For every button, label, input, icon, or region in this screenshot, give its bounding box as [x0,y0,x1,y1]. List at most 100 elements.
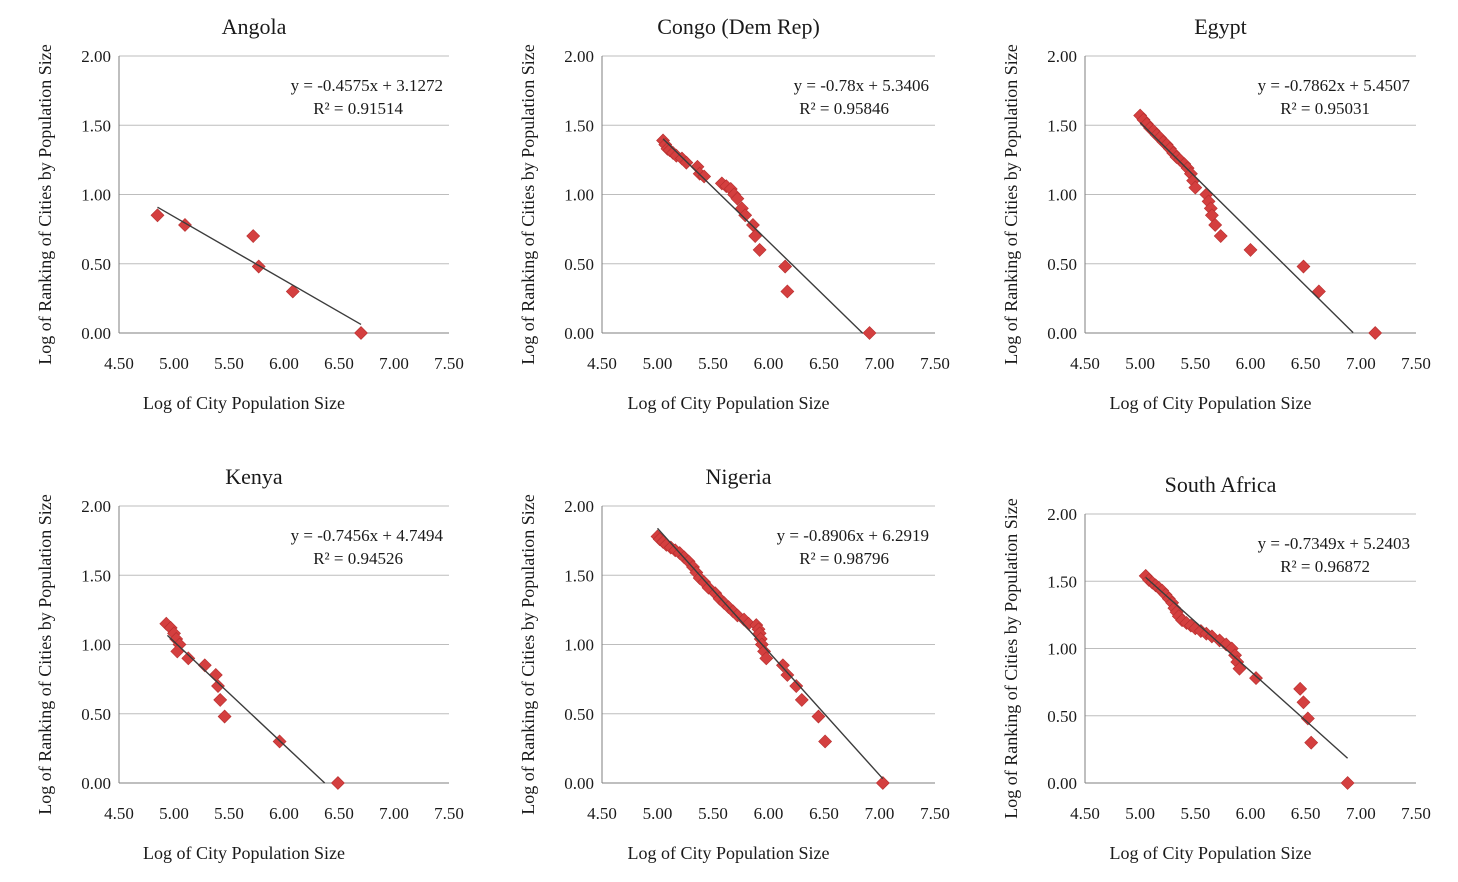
x-tick-label: 7.50 [920,804,950,823]
data-point [730,191,745,206]
x-tick-label: 5.50 [698,354,728,373]
data-point [197,658,212,673]
x-tick-label: 6.00 [269,354,299,373]
y-tick-label: 1.50 [564,116,594,135]
data-point [811,709,826,724]
data-point [217,709,232,724]
x-tick-label: 6.50 [324,354,354,373]
y-tick-label: 0.50 [564,705,594,724]
y-tick-label: 0.00 [81,324,111,343]
y-tick-label: 2.00 [1047,47,1077,66]
panel-title: Kenya [225,464,283,489]
x-tick-label: 4.50 [1070,804,1100,823]
y-tick-label: 0.50 [1047,707,1077,726]
data-point [818,734,833,749]
y-tick-label: 1.50 [564,566,594,585]
trend-line [166,634,326,784]
data-point [208,668,223,682]
y-tick-label: 0.00 [1047,324,1077,343]
data-point [150,208,165,223]
x-axis-label: Log of City Population Size [628,393,830,413]
data-point [748,229,763,243]
r-squared-label: R² = 0.91514 [313,99,403,118]
trend-equation: y = -0.4575x + 3.1272 [291,76,443,95]
y-axis-label: Log of Ranking of Cities by Population S… [35,44,55,364]
data-point [246,229,261,243]
y-tick-label: 1.00 [564,636,594,655]
data-point [738,208,753,223]
x-axis-label: Log of City Population Size [1110,393,1312,413]
data-point [679,155,694,170]
data-point [1300,711,1315,726]
y-tick-label: 1.00 [81,186,111,205]
chart-panel: 0.00 0.50 1.00 1.50 2.00 4.50 5.00 5.50 6.00 6.50… [1001,14,1431,413]
data-point [780,668,795,682]
chart-panel: 0.00 0.50 1.00 1.50 2.00 4.50 5.00 5.50 6.00 6.50… [518,464,950,863]
x-tick-label: 6.00 [1236,804,1266,823]
data-point [1249,671,1263,686]
x-tick-label: 6.00 [754,354,784,373]
x-tick-label: 6.50 [809,804,839,823]
y-tick-label: 1.00 [81,636,111,655]
data-point [1243,242,1258,257]
r-squared-label: R² = 0.98796 [799,549,889,568]
x-tick-label: 7.00 [1346,804,1376,823]
y-tick-label: 0.50 [81,705,111,724]
data-point [752,242,767,257]
y-tick-label: 0.00 [81,774,111,793]
x-tick-label: 7.50 [434,354,464,373]
x-tick-label: 5.00 [643,354,673,373]
x-tick-label: 4.50 [587,804,617,823]
x-tick-label: 6.50 [1291,354,1321,373]
data-point [354,326,368,340]
y-axis-label: Log of Ranking of Cities by Population S… [1001,44,1021,364]
y-tick-label: 2.00 [564,47,594,66]
y-tick-label: 0.50 [564,255,594,274]
y-tick-label: 1.50 [81,116,111,135]
trend-equation: y = -0.78x + 5.3406 [794,76,929,95]
data-point [1293,681,1308,696]
x-tick-label: 7.50 [920,354,950,373]
y-tick-label: 0.00 [564,324,594,343]
panel-title: South Africa [1165,472,1277,497]
y-axis-label: Log of Ranking of Cities by Population S… [518,44,538,364]
data-point [211,679,225,693]
x-tick-label: 6.00 [754,804,784,823]
data-point [1188,180,1203,195]
data-point [1311,284,1326,299]
x-tick-label: 5.00 [1125,354,1155,373]
x-tick-label: 7.00 [379,804,409,823]
x-axis-label: Log of City Population Size [1110,843,1312,863]
x-tick-label: 5.00 [159,804,189,823]
x-tick-label: 5.50 [1180,804,1210,823]
data-point [759,651,774,666]
data-point [1304,735,1319,750]
r-squared-label: R² = 0.94526 [313,549,403,568]
data-point [778,259,793,274]
trend-line [1145,576,1349,759]
y-axis-label: Log of Ranking of Cities by Population S… [35,494,55,814]
data-point [789,679,804,693]
trend-line [157,206,362,326]
x-axis-label: Log of City Population Size [628,843,830,863]
x-tick-label: 6.50 [1291,804,1321,823]
x-axis-label: Log of City Population Size [143,843,345,863]
trend-line [662,138,864,334]
x-tick-label: 7.00 [865,354,895,373]
y-tick-label: 1.00 [1047,640,1077,659]
chart-panel: 0.00 0.50 1.00 1.50 2.00 4.50 5.00 5.50 6.00 6.50… [35,464,464,863]
data-point [285,284,300,299]
data-point [1232,661,1247,676]
panel-title: Nigeria [706,464,772,489]
y-tick-label: 0.50 [1047,255,1077,274]
x-tick-label: 7.50 [1401,804,1431,823]
trend-line [656,527,884,780]
x-tick-label: 7.00 [379,354,409,373]
r-squared-label: R² = 0.96872 [1280,557,1370,576]
x-tick-label: 5.00 [159,354,189,373]
trend-equation: y = -0.7349x + 5.2403 [1258,534,1410,553]
y-tick-label: 1.00 [564,186,594,205]
y-tick-label: 0.00 [1047,774,1077,793]
x-tick-label: 6.50 [324,804,354,823]
